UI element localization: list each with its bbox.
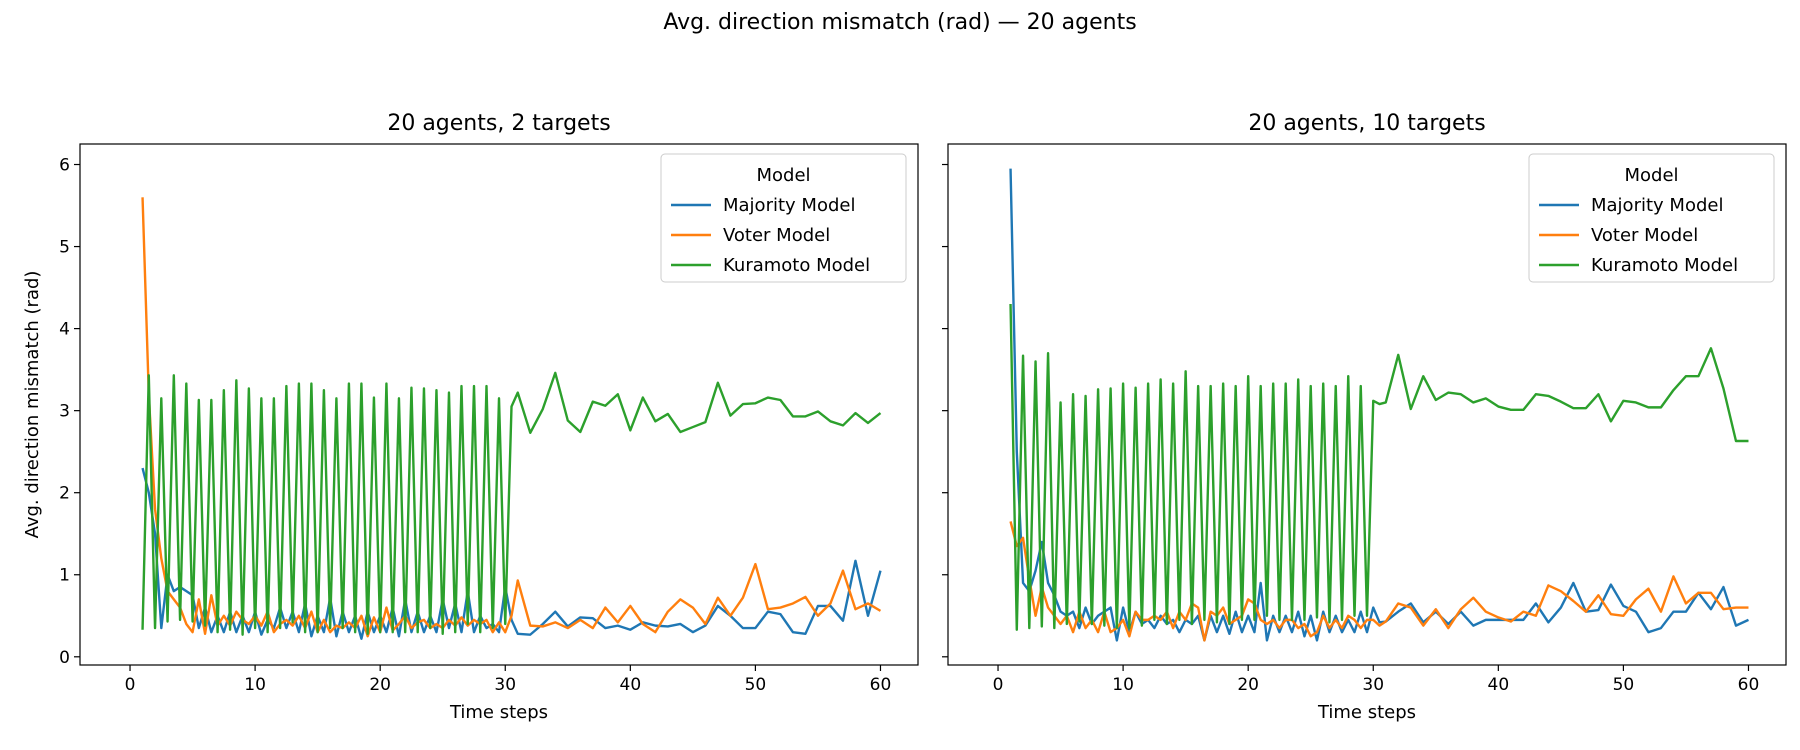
x-tick-label: 0 [993,675,1004,695]
x-tick-label: 40 [1488,675,1510,695]
legend-label-voter-model: Voter Model [1591,225,1698,246]
figure-suptitle: Avg. direction mismatch (rad) — 20 agent… [663,10,1137,35]
legend-box [1528,153,1775,283]
x-tick-label: 60 [870,675,892,695]
legend-label-voter-model: Voter Model [723,225,830,246]
y-axis-label: Avg. direction mismatch (rad) [22,271,43,539]
legend-label-majority-model: Majority Model [723,195,855,216]
subplot-1: 20 agents, 2 targets 0 10 20 30 40 50 60 0 1 2 3 4 5 6… [22,111,919,723]
y-tick-label: 1 [59,566,70,586]
x-tick-label: 20 [369,675,391,695]
subplot-2: 20 agents, 10 targets 0 10 20 30 40 50 60 Time s… [942,111,1787,723]
series-line-kuramoto-model [1009,303,1749,631]
x-tick-label: 30 [494,675,516,695]
x-tick-label: 10 [244,675,266,695]
y-tick-label: 2 [59,484,70,504]
legend-label-majority-model: Majority Model [1591,195,1723,216]
series-line-kuramoto-model [141,371,882,636]
subplot-title: 20 agents, 2 targets [387,111,610,136]
x-tick-label: 50 [745,675,767,695]
legend-label-kuramoto-model: Kuramoto Model [723,255,870,276]
axes-frame [947,143,1787,666]
legend-box [660,153,907,283]
y-tick-label: 4 [59,320,70,340]
y-tick-label: 0 [59,648,70,668]
x-tick-label: 0 [125,675,136,695]
y-tick-label: 6 [59,156,70,176]
legend-title: Model [1624,165,1678,186]
legend: Model Majority Model Voter Model Kuramoto M… [660,153,907,283]
legend: Model Majority Model Voter Model Kuramoto M… [1528,153,1775,283]
x-tick-label: 50 [1613,675,1635,695]
legend-label-kuramoto-model: Kuramoto Model [1591,255,1738,276]
y-tick-label: 5 [59,238,70,258]
x-tick-label: 60 [1738,675,1760,695]
x-tick-label: 30 [1362,675,1384,695]
x-tick-label: 10 [1112,675,1134,695]
series-line-voter-model [141,197,882,638]
x-tick-label: 20 [1237,675,1259,695]
x-axis-label: Time steps [1317,702,1416,723]
x-tick-label: 40 [620,675,642,695]
y-tick-label: 3 [59,402,70,422]
x-axis-label: Time steps [449,702,548,723]
legend-title: Model [756,165,810,186]
subplot-title: 20 agents, 10 targets [1248,111,1485,136]
axes-frame [79,143,919,666]
